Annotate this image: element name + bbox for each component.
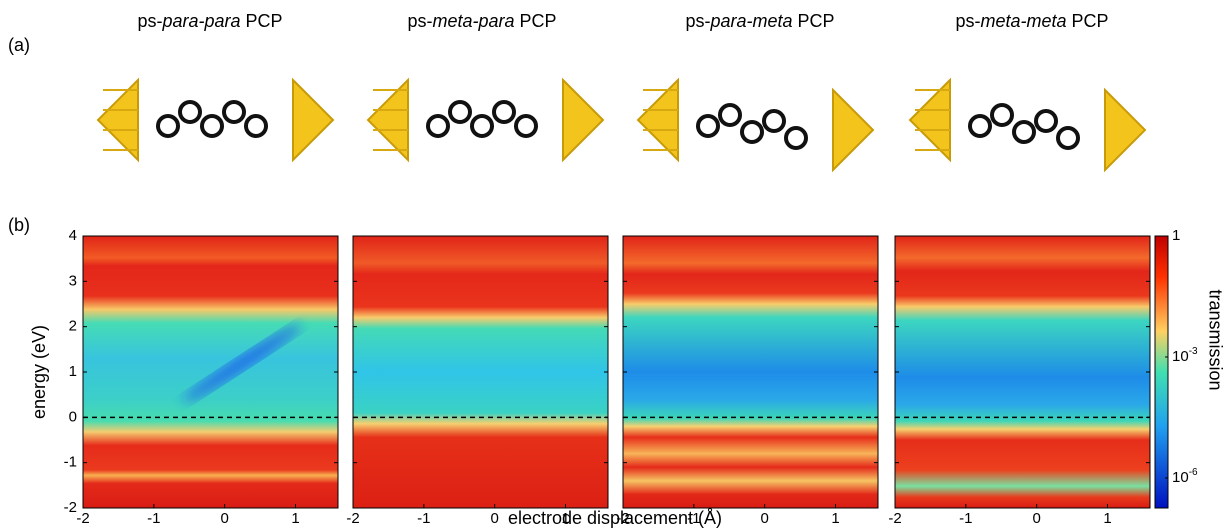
molecule-title: ps-para-meta PCP xyxy=(685,11,834,31)
carbon-ring xyxy=(990,103,1014,127)
molecule-title: ps-meta-para PCP xyxy=(407,11,556,31)
carbon-ring xyxy=(1034,109,1058,133)
y-tick-label: -2 xyxy=(64,499,77,516)
carbon-ring xyxy=(514,114,538,138)
carbon-ring xyxy=(156,114,180,138)
carbon-ring xyxy=(492,100,516,124)
carbon-ring xyxy=(448,100,472,124)
y-tick-label: 3 xyxy=(69,272,77,289)
x-tick-label: -2 xyxy=(888,510,901,527)
title-suffix: PCP xyxy=(246,11,283,31)
gold-cluster xyxy=(636,77,679,163)
title-suffix: PCP xyxy=(520,11,557,31)
heatmap xyxy=(623,236,878,508)
carbon-ring xyxy=(718,103,742,127)
x-axis-label: electrode displacement (Å) xyxy=(508,508,722,528)
x-tick-label: 0 xyxy=(760,510,768,527)
title-prefix: ps- xyxy=(685,11,710,31)
heatmap xyxy=(353,236,608,508)
x-tick-label: -2 xyxy=(616,510,629,527)
carbon-ring xyxy=(244,114,268,138)
x-tick-label: 1 xyxy=(291,510,299,527)
carbon-ring xyxy=(740,120,764,144)
colorbar-label: transmission xyxy=(1205,289,1225,390)
carbon-ring xyxy=(222,100,246,124)
gold-cluster xyxy=(1104,87,1147,173)
y-tick-label: 2 xyxy=(69,318,77,335)
carbon-ring xyxy=(784,126,808,150)
panel-label: (b) xyxy=(8,215,30,235)
gold-cluster xyxy=(292,77,335,163)
tick-exponent: -3 xyxy=(1189,346,1198,357)
molecule-images xyxy=(96,77,1147,173)
y-tick-label: 0 xyxy=(69,408,77,425)
panel-label: (a) xyxy=(8,35,30,55)
carbon-ring xyxy=(1012,120,1036,144)
x-tick-label: -2 xyxy=(76,510,89,527)
colorbar xyxy=(1154,235,1169,509)
tick-exponent: -6 xyxy=(1189,467,1198,478)
x-tick-label: 0 xyxy=(490,510,498,527)
title-isomer: meta-meta xyxy=(980,11,1066,31)
gold-cluster xyxy=(366,77,409,163)
gold-cluster xyxy=(908,77,951,163)
title-prefix: ps- xyxy=(955,11,980,31)
title-suffix: PCP xyxy=(1072,11,1109,31)
title-isomer: para-para xyxy=(161,11,240,31)
gold-cluster xyxy=(562,77,605,163)
x-tick-label: 0 xyxy=(1032,510,1040,527)
x-tick-label: 0 xyxy=(220,510,228,527)
x-tick-label: -1 xyxy=(147,510,160,527)
molecule-title: ps-meta-meta PCP xyxy=(955,11,1108,31)
x-tick-label: -1 xyxy=(687,510,700,527)
x-tick-label: -1 xyxy=(417,510,430,527)
carbon-ring xyxy=(968,114,992,138)
carbon-ring xyxy=(762,109,786,133)
title-isomer: para-meta xyxy=(709,11,792,31)
carbon-ring xyxy=(696,114,720,138)
x-tick-label: 1 xyxy=(831,510,839,527)
tick-base: 1 xyxy=(1172,227,1180,244)
carbon-ring xyxy=(200,114,224,138)
gold-cluster xyxy=(832,87,875,173)
x-tick-label: -2 xyxy=(346,510,359,527)
y-tick-label: -1 xyxy=(64,454,77,471)
title-suffix: PCP xyxy=(798,11,835,31)
carbon-ring xyxy=(470,114,494,138)
x-tick-label: 1 xyxy=(561,510,569,527)
title-prefix: ps- xyxy=(137,11,162,31)
x-tick-label: 1 xyxy=(1103,510,1111,527)
heatmap xyxy=(83,236,338,508)
gold-cluster xyxy=(96,77,139,163)
heatmap xyxy=(895,236,1150,508)
carbon-ring xyxy=(178,100,202,124)
title-prefix: ps- xyxy=(407,11,432,31)
tick-base: 10 xyxy=(1172,348,1189,365)
x-tick-label: -1 xyxy=(959,510,972,527)
molecule-title: ps-para-para PCP xyxy=(137,11,282,31)
transmission-dip xyxy=(183,324,302,402)
carbon-ring xyxy=(426,114,450,138)
title-isomer: meta-para xyxy=(432,11,514,31)
colorbar-tick-label: 1 xyxy=(1172,227,1180,244)
y-tick-label: 4 xyxy=(69,227,77,244)
carbon-ring xyxy=(1056,126,1080,150)
colorbar-tick-label: 10-3 xyxy=(1172,346,1198,365)
y-axis-label: energy (eV) xyxy=(29,325,49,419)
y-tick-label: 1 xyxy=(69,363,77,380)
tick-base: 10 xyxy=(1172,469,1189,486)
colorbar-tick-label: 10-6 xyxy=(1172,467,1198,486)
